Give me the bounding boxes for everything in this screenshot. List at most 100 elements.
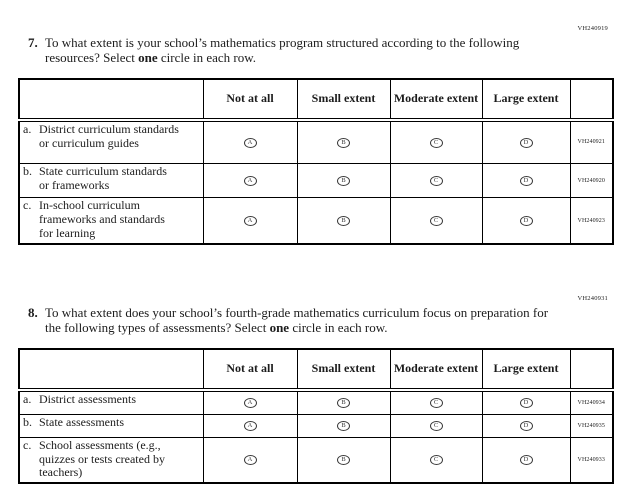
column-header-small-extent: Small extent xyxy=(296,348,391,392)
option-cell-moderate-extent: C xyxy=(389,389,483,415)
empty-code-header xyxy=(569,348,614,392)
question-text: To what extent is your school’s mathemat… xyxy=(45,35,560,66)
answer-bubble-a[interactable]: A xyxy=(243,455,257,466)
option-cell-not-at-all: A xyxy=(202,436,298,484)
row-label-cell: c. School assessments (e.g., quizzes or t… xyxy=(18,436,204,484)
answer-bubble-c[interactable]: C xyxy=(429,215,443,226)
answer-bubble-d[interactable]: D xyxy=(519,175,533,186)
answer-bubble-b[interactable]: B xyxy=(337,137,350,148)
answer-bubble-a[interactable]: A xyxy=(243,175,257,186)
answer-bubble-c[interactable]: C xyxy=(429,420,443,431)
table-row-a: a. District curriculum standards or curri… xyxy=(18,119,614,165)
answer-bubble-a[interactable]: A xyxy=(243,397,257,408)
question-7-block: VH240919 7. To what extent is your schoo… xyxy=(0,24,626,245)
option-cell-large-extent: D xyxy=(481,389,571,415)
row-id-code: VH240921 xyxy=(569,119,614,165)
option-cell-large-extent: D xyxy=(481,163,571,199)
row-label-cell: b. State curriculum standards or framewor… xyxy=(18,163,204,199)
answer-bubble-c[interactable]: C xyxy=(429,397,443,408)
option-cell-large-extent: D xyxy=(481,197,571,245)
row-label: State assessments xyxy=(39,414,124,429)
answer-bubble-c[interactable]: C xyxy=(429,455,443,466)
answer-bubble-b[interactable]: B xyxy=(337,215,350,226)
answer-bubble-d[interactable]: D xyxy=(519,397,533,408)
question-text-tail: circle in each row. xyxy=(292,320,388,336)
row-label-cell: c. In-school curriculum frameworks and st… xyxy=(18,197,204,245)
question-number: 7. xyxy=(28,35,38,50)
row-label: In-school curriculum frameworks and stan… xyxy=(39,198,165,240)
table-row-a: a. District assessments A B C D VH240934 xyxy=(18,389,614,415)
answer-bubble-b[interactable]: B xyxy=(337,420,350,431)
option-cell-not-at-all: A xyxy=(202,197,298,245)
answer-bubble-d[interactable]: D xyxy=(519,455,533,466)
option-cell-moderate-extent: C xyxy=(389,436,483,484)
row-id-code: VH240923 xyxy=(569,197,614,245)
row-letter: a. xyxy=(23,121,32,136)
answer-bubble-d[interactable]: D xyxy=(519,215,533,226)
answer-bubble-b[interactable]: B xyxy=(337,175,350,186)
row-id-code: VH240935 xyxy=(569,413,614,438)
answer-bubble-a[interactable]: A xyxy=(243,137,257,148)
answer-bubble-a[interactable]: A xyxy=(243,420,257,431)
row-letter: c. xyxy=(23,198,32,213)
row-label: District assessments xyxy=(39,391,136,406)
answer-bubble-c[interactable]: C xyxy=(429,137,443,148)
question-8-prompt: 8. To what extent does your school’s fou… xyxy=(28,305,626,336)
question-text-tail: circle in each row. xyxy=(160,50,257,66)
row-letter: a. xyxy=(23,391,32,406)
option-cell-not-at-all: A xyxy=(202,163,298,199)
question-8-id-code: VH240931 xyxy=(577,295,608,302)
option-cell-large-extent: D xyxy=(481,413,571,438)
option-cell-large-extent: D xyxy=(481,119,571,165)
row-id-code: VH240934 xyxy=(569,389,614,415)
column-header-not-at-all: Not at all xyxy=(202,78,298,122)
question-text-main: To what extent does your school’s fourth… xyxy=(45,305,549,336)
question-8-block: VH240931 8. To what extent does your sch… xyxy=(0,294,626,484)
row-label-cell: b. State assessments xyxy=(18,413,204,438)
question-7-id-code: VH240919 xyxy=(577,25,608,32)
column-header-small-extent: Small extent xyxy=(296,78,391,122)
table-header-row: Not at all Small extent Moderate extent … xyxy=(18,348,614,392)
row-label: State curriculum standards or frameworks xyxy=(39,164,167,193)
option-cell-small-extent: B xyxy=(296,119,391,165)
row-id-code: VH240933 xyxy=(569,436,614,484)
answer-bubble-c[interactable]: C xyxy=(429,175,443,186)
question-text-bold: one xyxy=(269,320,290,336)
column-header-moderate-extent: Moderate extent xyxy=(389,78,483,122)
option-cell-moderate-extent: C xyxy=(389,413,483,438)
row-id-code: VH240920 xyxy=(569,163,614,199)
option-cell-small-extent: B xyxy=(296,413,391,438)
option-cell-not-at-all: A xyxy=(202,119,298,165)
question-7-prompt: 7. To what extent is your school’s mathe… xyxy=(28,35,626,66)
answer-bubble-b[interactable]: B xyxy=(337,455,350,466)
question-7-table: Not at all Small extent Moderate extent … xyxy=(18,77,614,245)
option-cell-moderate-extent: C xyxy=(389,163,483,199)
option-cell-large-extent: D xyxy=(481,436,571,484)
option-cell-small-extent: B xyxy=(296,436,391,484)
question-number: 8. xyxy=(28,305,38,320)
column-header-large-extent: Large extent xyxy=(481,348,571,392)
column-header-large-extent: Large extent xyxy=(481,78,571,122)
row-label-cell: a. District curriculum standards or curri… xyxy=(18,119,204,165)
question-8-table: Not at all Small extent Moderate extent … xyxy=(18,347,614,484)
question-text-main: To what extent is your school’s mathemat… xyxy=(45,35,520,66)
row-label-cell: a. District assessments xyxy=(18,389,204,415)
column-header-moderate-extent: Moderate extent xyxy=(389,348,483,392)
table-row-c: c. In-school curriculum frameworks and st… xyxy=(18,197,614,245)
answer-bubble-d[interactable]: D xyxy=(519,137,533,148)
answer-bubble-b[interactable]: B xyxy=(337,397,350,408)
option-cell-small-extent: B xyxy=(296,197,391,245)
empty-label-header xyxy=(18,78,204,122)
row-letter: b. xyxy=(23,414,32,429)
answer-bubble-d[interactable]: D xyxy=(519,420,533,431)
table-header-row: Not at all Small extent Moderate extent … xyxy=(18,78,614,122)
option-cell-small-extent: B xyxy=(296,389,391,415)
table-row-b: b. State curriculum standards or framewor… xyxy=(18,163,614,199)
option-cell-small-extent: B xyxy=(296,163,391,199)
answer-bubble-a[interactable]: A xyxy=(243,215,257,226)
option-cell-not-at-all: A xyxy=(202,389,298,415)
empty-label-header xyxy=(18,348,204,392)
row-label: District curriculum standards or curricu… xyxy=(39,121,179,150)
option-cell-moderate-extent: C xyxy=(389,197,483,245)
row-label: School assessments (e.g., quizzes or tes… xyxy=(39,437,165,480)
